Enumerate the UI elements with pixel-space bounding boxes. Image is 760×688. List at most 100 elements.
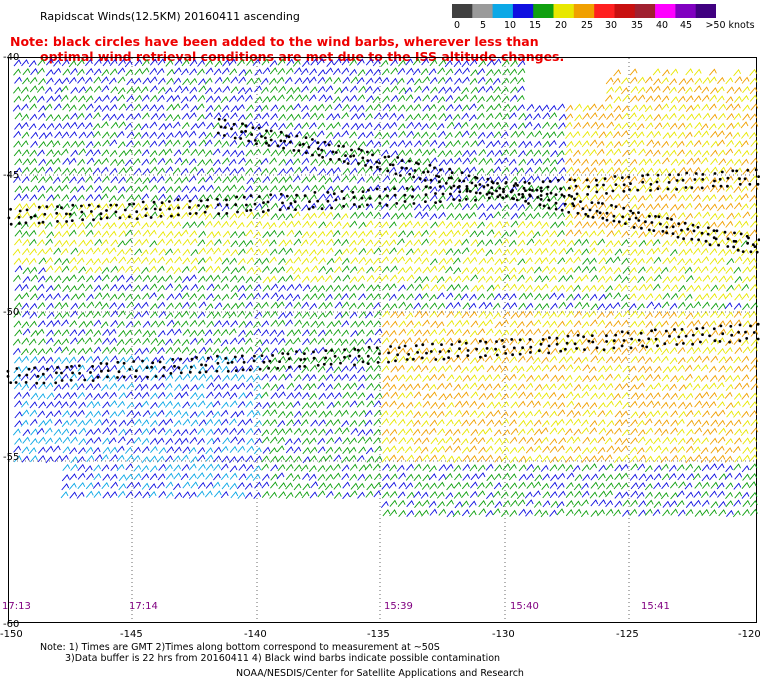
- wind-barb: [638, 221, 646, 229]
- wind-barb: [726, 410, 735, 418]
- wind-barb: [380, 401, 389, 409]
- wind-barb: [68, 60, 77, 68]
- wind-barb: [12, 248, 21, 256]
- wind-barb: [380, 500, 389, 508]
- wind-barb: [205, 418, 214, 426]
- wind-barb: [486, 392, 494, 400]
- wind-barb: [534, 275, 543, 283]
- wind-barb: [237, 257, 246, 265]
- wind-barb: [366, 393, 374, 401]
- wind-barb: [182, 275, 190, 283]
- wind-barb: [629, 122, 637, 130]
- wind-barb: [741, 374, 750, 382]
- contamination-dot: [6, 375, 10, 378]
- wind-barb: [724, 238, 733, 246]
- contamination-dot: [248, 368, 252, 372]
- wind-barb: [638, 411, 647, 419]
- wind-barb: [534, 347, 543, 355]
- contamination-dot: [65, 212, 68, 216]
- wind-barb: [101, 85, 110, 93]
- wind-barb: [236, 481, 245, 490]
- wind-barb: [125, 293, 133, 301]
- wind-barb: [173, 464, 182, 472]
- wind-barb: [253, 148, 262, 156]
- wind-barb: [181, 301, 190, 309]
- wind-barb: [142, 77, 151, 85]
- wind-barb: [677, 509, 686, 517]
- wind-barb: [198, 247, 206, 255]
- colorbar-swatch: [594, 4, 615, 18]
- wind-barb: [685, 463, 694, 471]
- wind-barb: [428, 293, 437, 302]
- wind-barb: [702, 410, 710, 418]
- wind-barb: [93, 85, 102, 93]
- wind-barb: [701, 94, 710, 102]
- wind-barb: [204, 139, 213, 147]
- wind-barb: [477, 436, 486, 445]
- wind-barb: [190, 248, 199, 256]
- wind-barb: [268, 77, 277, 85]
- wind-barb: [413, 121, 422, 130]
- contamination-dot: [389, 345, 392, 348]
- wind-barb: [374, 328, 383, 336]
- wind-barb: [476, 229, 485, 238]
- wind-barb: [478, 301, 487, 309]
- wind-barb: [413, 166, 422, 174]
- wind-barb: [205, 95, 214, 103]
- contamination-dot: [726, 184, 729, 188]
- wind-barb: [732, 510, 741, 518]
- wind-barb: [590, 473, 599, 481]
- wind-barb: [205, 391, 214, 399]
- wind-barb: [308, 122, 317, 130]
- wind-barb: [453, 248, 461, 256]
- wind-barb: [405, 166, 414, 175]
- wind-barb: [702, 112, 711, 120]
- contamination-dot: [701, 173, 705, 176]
- contamination-dot: [557, 178, 560, 182]
- wind-barb: [734, 437, 742, 445]
- wind-barb: [412, 419, 421, 427]
- wind-barb: [261, 490, 270, 498]
- wind-barb: [254, 202, 263, 211]
- wind-barb: [693, 346, 701, 355]
- wind-barb: [438, 508, 447, 516]
- contamination-dot: [656, 187, 660, 191]
- contamination-dot: [276, 366, 280, 370]
- wind-barb: [101, 257, 110, 265]
- wind-barb: [621, 294, 629, 302]
- wind-barb: [534, 292, 542, 301]
- wind-barb: [356, 266, 365, 274]
- wind-barb: [270, 347, 279, 355]
- wind-barb: [254, 481, 262, 489]
- wind-barb: [701, 383, 709, 391]
- wind-barb: [309, 285, 318, 293]
- wind-barb: [85, 211, 94, 219]
- wind-barb: [222, 302, 231, 311]
- wind-barb: [581, 446, 590, 455]
- wind-barb: [734, 382, 743, 390]
- wind-barb: [166, 68, 175, 76]
- wind-barb: [102, 222, 110, 230]
- wind-barb: [286, 86, 294, 95]
- contamination-dot: [375, 346, 379, 350]
- wind-barb: [637, 482, 646, 490]
- wind-barb: [638, 158, 647, 166]
- wind-barb: [461, 446, 470, 454]
- wind-barb: [262, 401, 271, 409]
- contamination-dot: [198, 371, 202, 374]
- wind-barb: [390, 77, 398, 85]
- contamination-dot: [466, 349, 470, 352]
- wind-barb: [214, 193, 223, 201]
- wind-barb: [413, 445, 422, 453]
- wind-barb: [109, 256, 118, 264]
- contamination-dot: [718, 177, 722, 181]
- contamination-dot: [173, 364, 176, 368]
- wind-barb: [405, 356, 413, 364]
- wind-barb: [205, 274, 214, 282]
- wind-barb: [597, 303, 606, 311]
- wind-barb: [486, 266, 494, 274]
- wind-barb: [125, 338, 133, 346]
- contamination-dot: [449, 186, 453, 190]
- wind-barb: [518, 436, 527, 444]
- contamination-dot: [288, 365, 291, 369]
